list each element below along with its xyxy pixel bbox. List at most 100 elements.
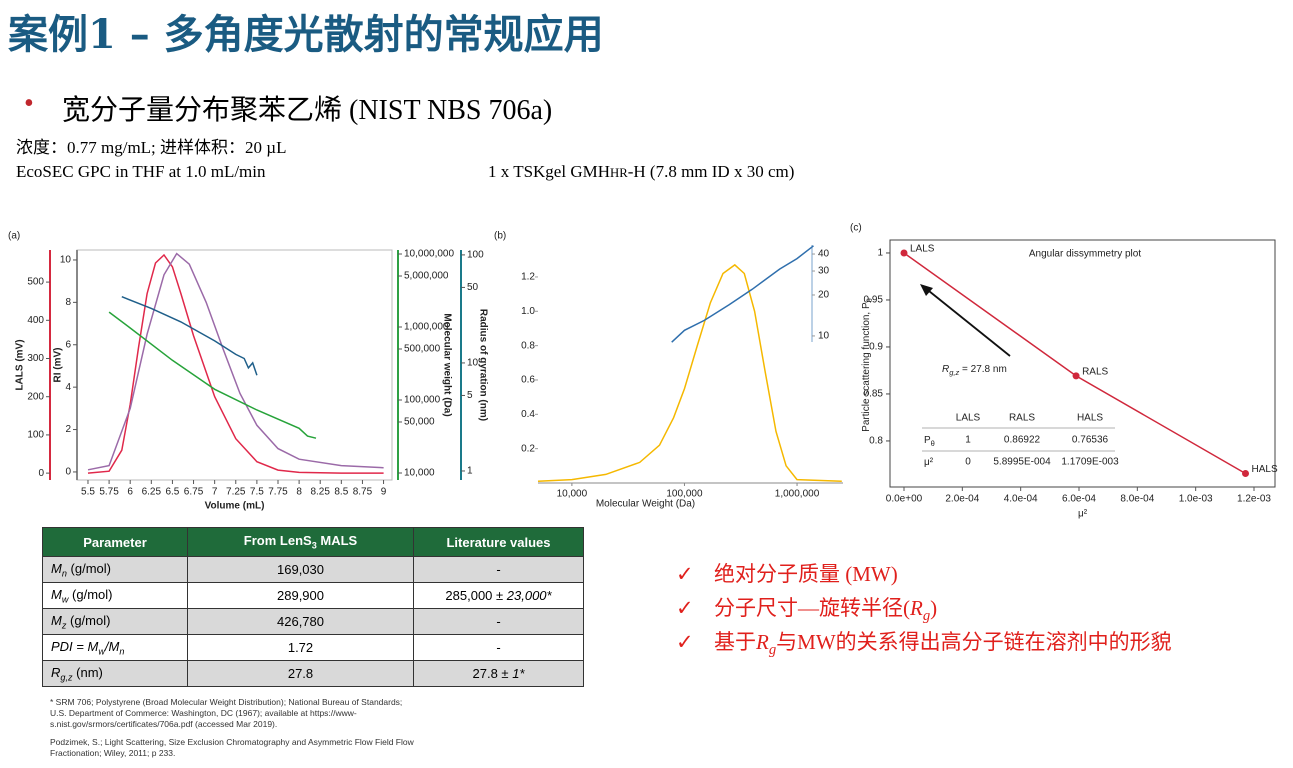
y-tick-label: 1 <box>467 466 473 477</box>
text-run: 27.8 <box>287 666 314 681</box>
y-tick-label: 0.8 <box>869 436 883 447</box>
text-run: - <box>496 640 501 655</box>
y-tick-label: 0.85 <box>864 389 884 400</box>
condition: EcoSEC GPC in THF at 1.0 mL/min <box>16 162 266 181</box>
plot-frame <box>889 239 1276 488</box>
table-cell: Mn (g/mol) <box>42 556 188 583</box>
table-cell: PDI = Mw/Mn <box>42 634 188 661</box>
inset-cell: 5.8995E-004 <box>993 457 1051 468</box>
y-tick-label: 100,000 <box>404 395 441 406</box>
x-tick-label: 8.25 <box>310 487 330 498</box>
text-run: R <box>942 364 949 375</box>
text-run: R <box>51 664 61 680</box>
x-tick-label: 1,000,000 <box>775 489 820 500</box>
inset-row-label: Pθ <box>924 435 935 449</box>
text-run: 426,780 <box>277 614 324 629</box>
data-point <box>1242 470 1250 478</box>
y-tick-label: 0.2 <box>521 443 535 454</box>
text-run: w <box>61 594 69 605</box>
table-row: Rg,z (nm) 27.8 27.8 ± 1* <box>42 660 584 687</box>
text-run: - <box>496 614 501 629</box>
footnote: Podzimek, S.; Light Scattering, Size Exc… <box>50 737 414 758</box>
y-tick-label: 500 <box>27 277 44 288</box>
y-tick-label: 10 <box>467 358 479 369</box>
data-line <box>121 296 258 376</box>
y-tick-label: 10 <box>818 331 830 342</box>
y-tick-label: 0 <box>65 467 71 478</box>
inset-cell: 1 <box>965 435 971 446</box>
y-tick-label: 50 <box>467 282 479 293</box>
y-tick-label: 40 <box>818 249 830 260</box>
text-run: Literature values <box>446 534 551 550</box>
x-tick-label: 10,000 <box>557 489 588 500</box>
y-axis-label: Radius of gyration (nm) <box>477 309 488 421</box>
text-run: 1 x TSKgel GMH <box>488 162 610 181</box>
text-run: n <box>119 646 125 657</box>
text-run: 基于 <box>714 630 756 654</box>
table-cell: 1.72 <box>187 634 414 661</box>
text-run: R <box>910 596 923 620</box>
footnote: * SRM 706; Polystyrene (Broad Molecular … <box>50 697 403 729</box>
y-tick-label: 1,000,000 <box>404 322 449 333</box>
condition: 浓度：0.77 mg/mL; 进样体积：20 µL <box>16 138 287 157</box>
table-cell: - <box>413 608 584 635</box>
table-cell: 289,900 <box>187 582 414 609</box>
text-run: = 27.8 nm <box>959 364 1007 375</box>
y-axis-label: Molecular weight (Da) <box>441 313 452 416</box>
y-tick-label: 50,000 <box>404 417 435 428</box>
conclusions: 绝对分子质量 (MW)分子尺寸—旋转半径(Rg)基于Rg与MW的关系得出高分子链… <box>676 558 1172 660</box>
x-tick-label: 5.5 <box>81 487 95 498</box>
text-run: HR <box>610 166 628 180</box>
text-run: 23,000* <box>506 588 552 603</box>
table-cell: Rg,z (nm) <box>42 660 188 687</box>
text-run: g <box>768 642 777 659</box>
y-tick-label: 100 <box>467 250 484 261</box>
y-tick-label: 400 <box>27 315 44 326</box>
bullet-text: 宽分子量分布聚苯乙烯 (NIST NBS 706a) <box>62 95 553 126</box>
data-line <box>108 311 317 439</box>
data-line <box>537 263 842 483</box>
y-tick-label: 500,000 <box>404 344 441 355</box>
x-axis-label: μ² <box>1078 509 1088 520</box>
text-run: Parameter <box>83 534 147 550</box>
x-tick-label: 7.25 <box>226 487 246 498</box>
data-line <box>671 245 814 343</box>
text-run: -H (7.8 mm ID x 30 cm) <box>627 162 795 181</box>
table-cell: 426,780 <box>187 608 414 635</box>
table-row: Mz (g/mol) 426,780 - <box>42 608 584 635</box>
text-run: - <box>496 562 501 577</box>
x-tick-label: 0.0e+00 <box>886 494 923 505</box>
text-run: g,z <box>949 368 959 377</box>
text-run: 分子尺寸—旋转半径( <box>714 596 910 620</box>
y-tick-label: 1 <box>877 248 883 259</box>
text-run: M <box>51 560 62 576</box>
y-tick-label: 100 <box>27 430 44 441</box>
panel-label: (b) <box>494 231 506 242</box>
text-run: (g/mol) <box>68 586 113 602</box>
x-tick-label: 1.0e-03 <box>1179 494 1213 505</box>
y-tick-label: 20 <box>818 290 830 301</box>
text-run: From LenS <box>243 533 312 549</box>
y-tick-label: 10,000,000 <box>404 249 454 260</box>
x-tick-label: 5.75 <box>99 487 119 498</box>
table-cell: 27.8 <box>187 660 414 687</box>
data-line <box>87 253 384 474</box>
table-cell: Mz (g/mol) <box>42 608 188 635</box>
x-tick-label: 6.25 <box>142 487 162 498</box>
text-run: 27.8 ± <box>472 666 513 681</box>
inset-header: LALS <box>956 413 981 424</box>
inset-cell: 0.76536 <box>1072 435 1109 446</box>
text-run: g,z <box>60 672 73 683</box>
text-run: 169,030 <box>277 562 324 577</box>
y-axis-label: LALS (mV) <box>15 339 26 390</box>
text-run: (g/mol) <box>66 612 111 628</box>
y-tick-label: 30 <box>818 266 830 277</box>
text-run: 1.72 <box>287 640 314 655</box>
inset-cell: 1.1709E-003 <box>1061 457 1119 468</box>
panel-label: (a) <box>8 231 20 242</box>
chart-title: Angular dissymmetry plot <box>1029 249 1141 260</box>
text-run: 1* <box>512 666 525 681</box>
slide-title: 案例1 – 多角度光散射的常规应用 <box>8 11 604 58</box>
